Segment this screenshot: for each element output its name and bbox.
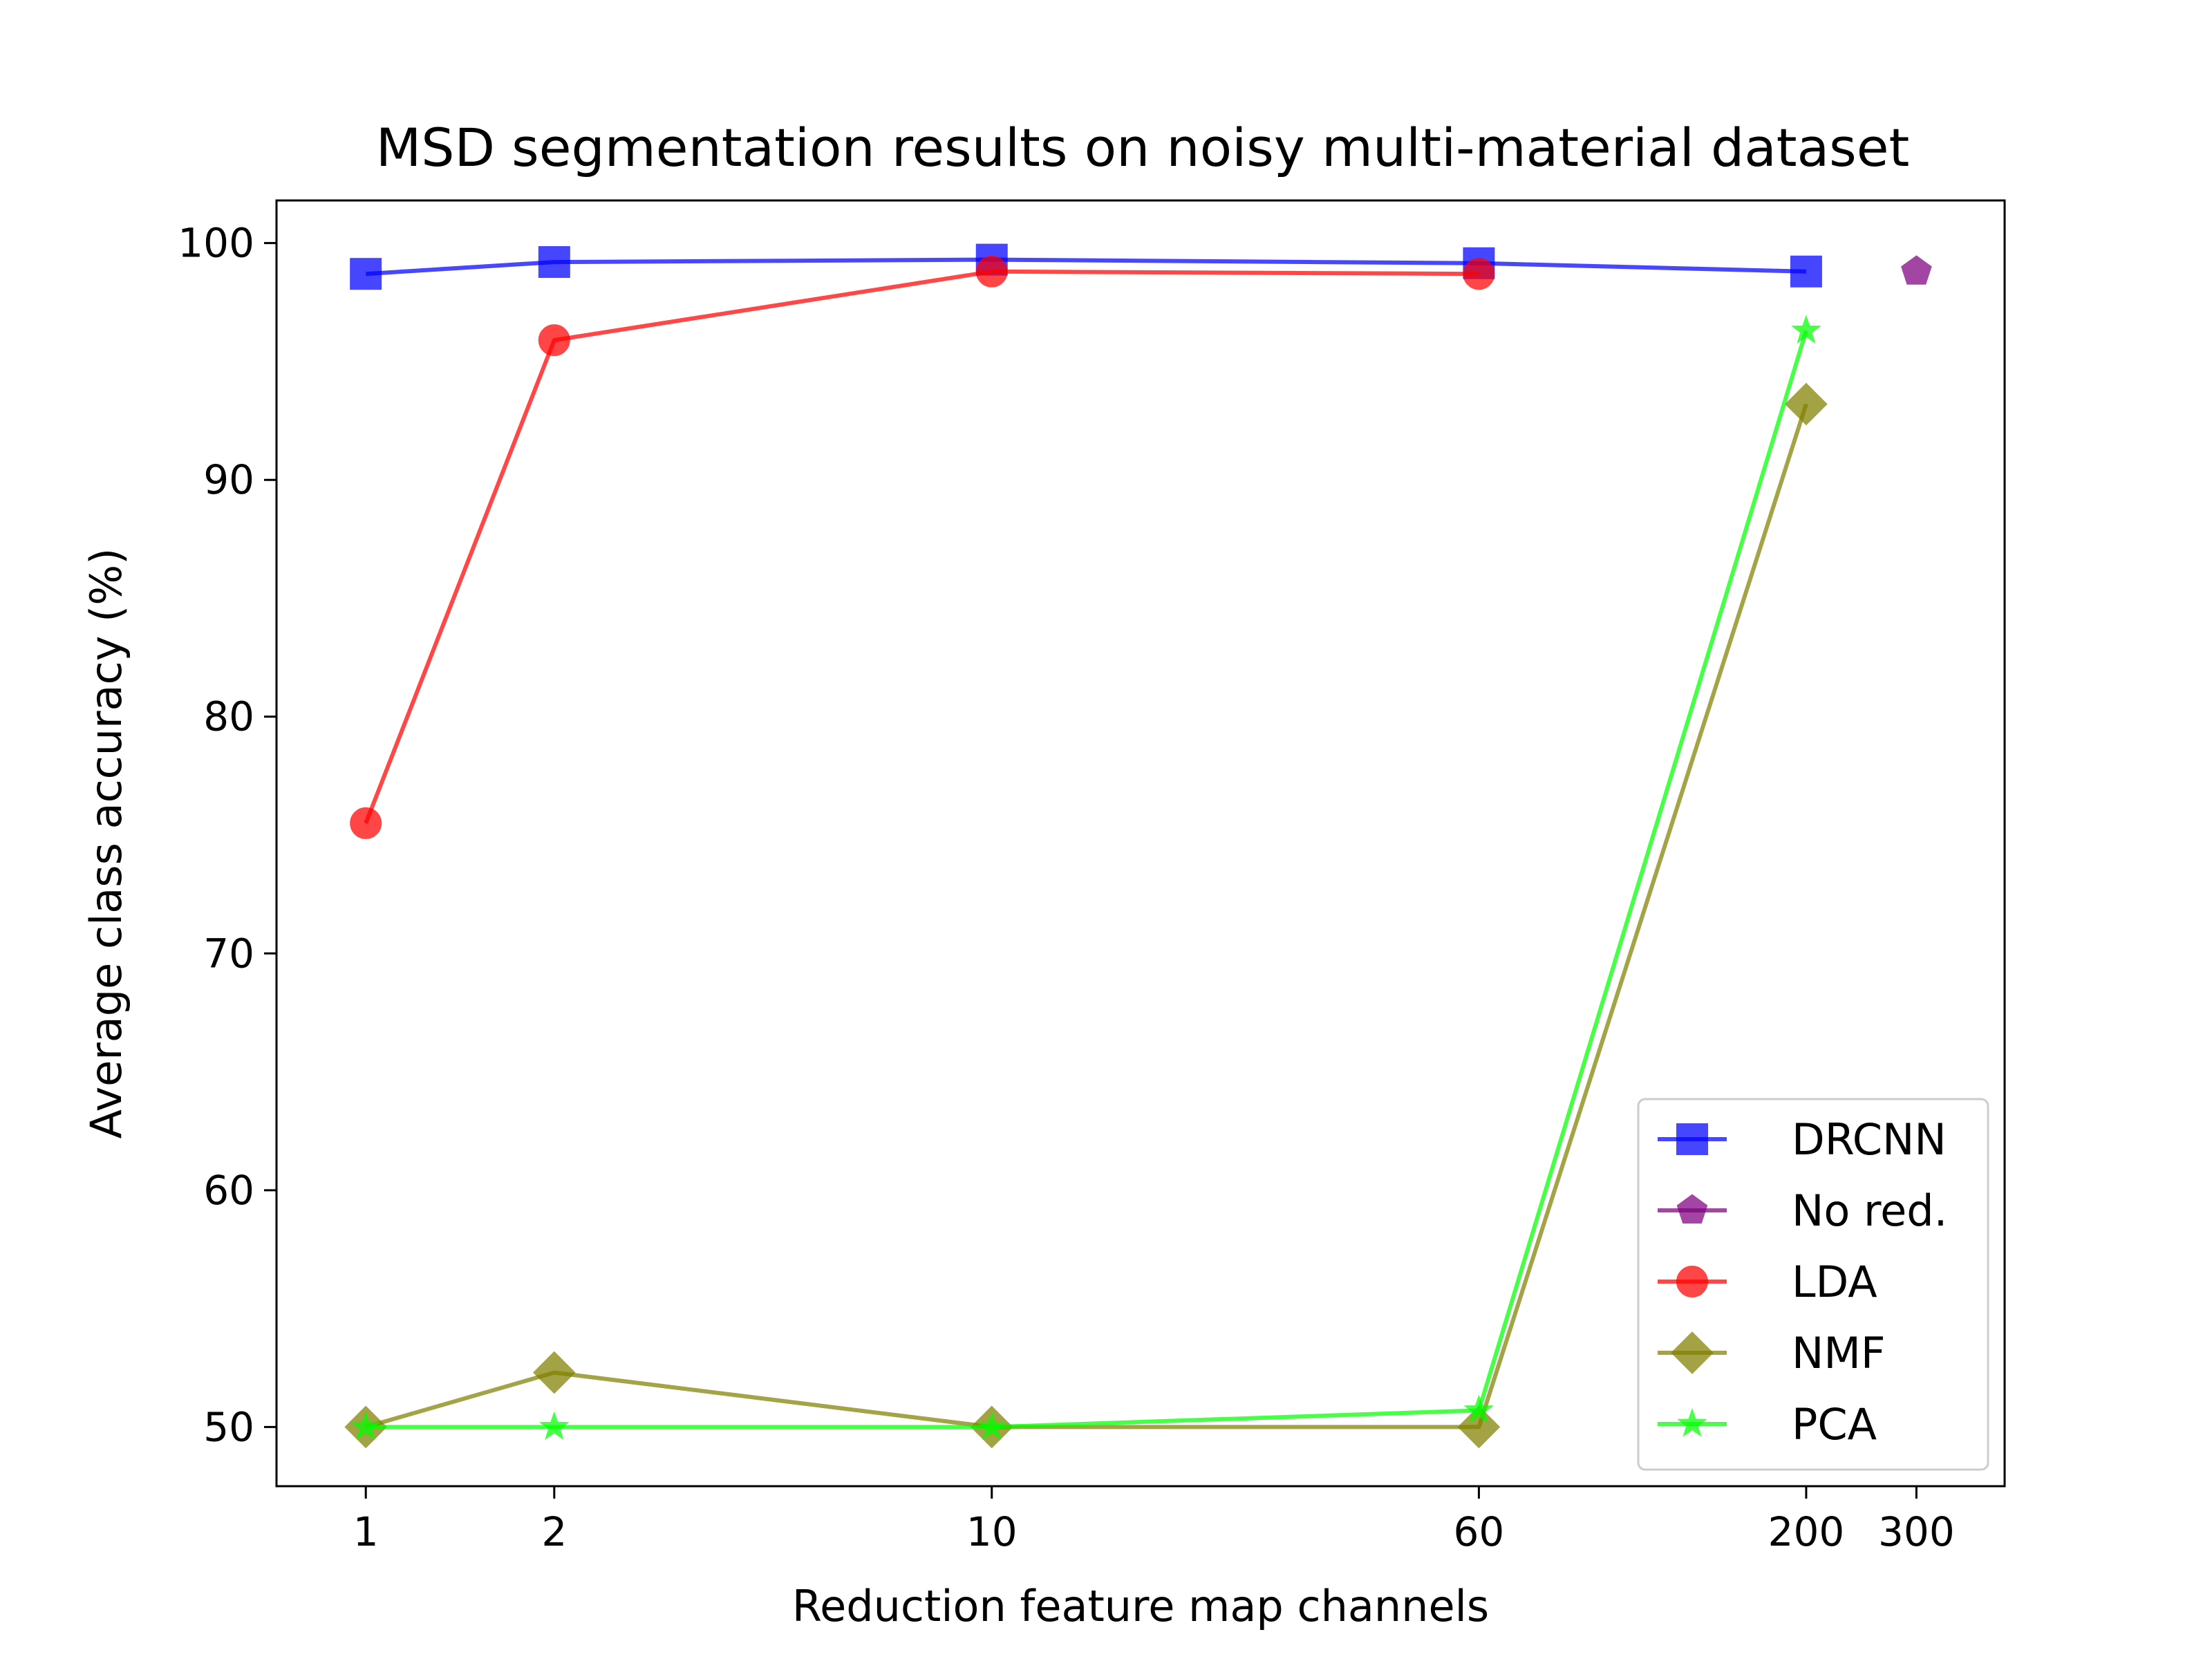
point-pca-0 xyxy=(350,1411,382,1440)
x-axis-title: Reduction feature map channels xyxy=(792,1581,1489,1631)
legend-item-pca: PCA xyxy=(1658,1399,1877,1450)
y-tick-label-4: 90 xyxy=(203,456,254,503)
y-tick-label-5: 100 xyxy=(178,220,254,267)
legend-item-drcnn: DRCNN xyxy=(1658,1114,1947,1165)
legend-marker-drcnn xyxy=(1676,1123,1708,1155)
series-no-red xyxy=(1901,255,1932,285)
point-no-red-0 xyxy=(1901,255,1932,285)
series-lda xyxy=(350,255,1495,839)
point-nmf-3 xyxy=(1457,1405,1501,1449)
point-lda-1 xyxy=(538,324,570,357)
legend-label-no-red: No red. xyxy=(1792,1185,1947,1236)
series-nmf xyxy=(344,382,1828,1449)
legend-marker-no-red xyxy=(1676,1194,1708,1224)
x-tick-label-5: 300 xyxy=(1878,1508,1955,1555)
series-drcnn xyxy=(350,243,1822,290)
legend-marker-pca xyxy=(1677,1407,1707,1437)
y-tick-label-0: 50 xyxy=(203,1403,254,1450)
legend-marker-nmf xyxy=(1671,1331,1714,1374)
legend-item-no-red: No red. xyxy=(1658,1185,1947,1236)
point-drcnn-4 xyxy=(1790,255,1822,288)
legend-label-drcnn: DRCNN xyxy=(1792,1114,1947,1165)
y-tick-label-2: 70 xyxy=(203,930,254,977)
legend-label-pca: PCA xyxy=(1792,1399,1877,1450)
x-tick-label-0: 1 xyxy=(353,1508,379,1555)
chart-title: MSD segmentation results on noisy multi-… xyxy=(376,117,1910,178)
x-tick-label-3: 60 xyxy=(1454,1508,1505,1555)
series-pca xyxy=(350,315,1821,1440)
y-axis-title: Average class accuracy (%) xyxy=(81,548,131,1139)
legend-item-nmf: NMF xyxy=(1658,1328,1886,1378)
series-line-nmf xyxy=(365,403,1808,1430)
point-nmf-1 xyxy=(532,1351,576,1394)
point-lda-2 xyxy=(975,255,1008,288)
series-layer xyxy=(344,243,1932,1449)
point-nmf-4 xyxy=(1785,382,1828,426)
point-drcnn-0 xyxy=(350,258,382,290)
point-pca-1 xyxy=(538,1411,570,1440)
legend-label-lda: LDA xyxy=(1792,1257,1877,1307)
x-tick-label-1: 2 xyxy=(541,1508,567,1555)
x-tick-label-4: 200 xyxy=(1768,1508,1845,1555)
point-pca-3 xyxy=(1463,1394,1494,1424)
x-axis: 1 2 10 60 200 300 xyxy=(353,1486,1955,1555)
x-tick-label-2: 10 xyxy=(966,1508,1018,1555)
legend-frame xyxy=(1637,1098,1989,1471)
legend-label-nmf: NMF xyxy=(1792,1328,1886,1378)
y-tick-label-3: 80 xyxy=(203,693,254,740)
legend-marker-lda xyxy=(1676,1266,1708,1297)
point-lda-3 xyxy=(1463,258,1495,290)
series-line-pca xyxy=(366,330,1808,1430)
legend-item-lda: LDA xyxy=(1658,1257,1877,1307)
point-lda-0 xyxy=(350,807,382,839)
series-line-lda xyxy=(364,269,1479,824)
plot-area-frame xyxy=(275,199,2006,1488)
legend: DRCNN No red. LDA NMF PCA xyxy=(1637,1098,1989,1471)
point-pca-4 xyxy=(1791,315,1821,344)
y-axis: 50 60 70 80 90 100 xyxy=(178,220,276,1450)
y-tick-label-1: 60 xyxy=(203,1167,254,1214)
point-drcnn-1 xyxy=(538,246,570,279)
point-pca-2 xyxy=(976,1411,1007,1440)
